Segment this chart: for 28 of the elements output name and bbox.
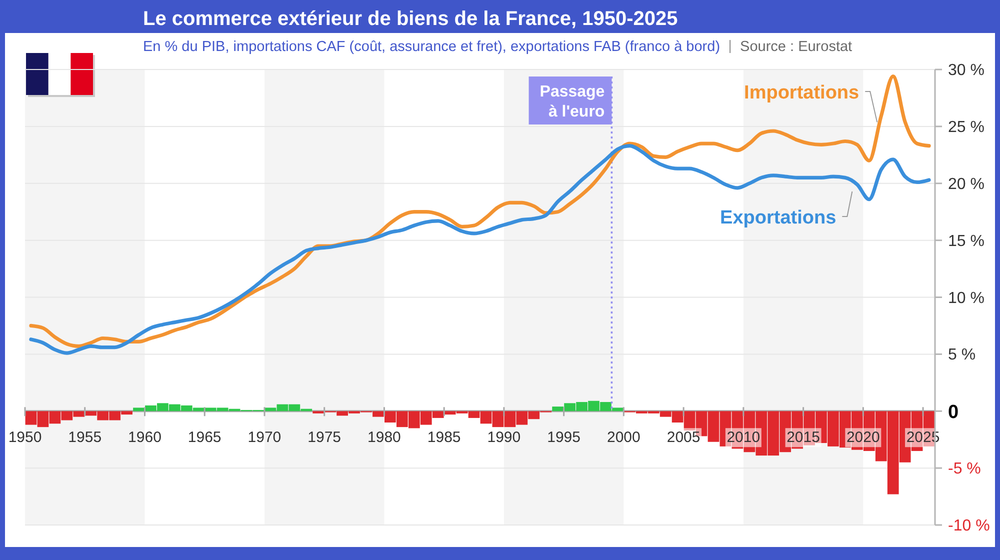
chart-subtitle: En % du PIB, importations CAF (coût, assurance et fret), exportations FAB (franco à bord) (143, 39, 720, 55)
series-label: Exportations (720, 208, 836, 229)
x-tick-label: 1950 (8, 429, 42, 446)
y-tick-label: 10 % (948, 290, 984, 307)
y-tick-label: 30 % (948, 62, 984, 79)
x-tick-label: 1985 (427, 429, 461, 446)
x-tick-label: 1995 (547, 429, 581, 446)
y-tick-label: 25 % (948, 118, 984, 136)
y-tick-label: 0 (948, 402, 959, 424)
y-tick-label: 15 % (948, 232, 984, 250)
x-tick-label: 2000 (606, 429, 640, 446)
x-tick-label: 1960 (128, 429, 162, 446)
x-tick-label: 1965 (188, 429, 222, 446)
line-series (29, 144, 931, 355)
y-tick-label: -10 % (948, 518, 990, 534)
y-tick-label: -5 % (948, 460, 981, 478)
source-note: Source : Eurostat (740, 39, 852, 55)
y-tick-label: 5 % (948, 346, 976, 364)
series-label: Importations (744, 82, 860, 104)
ref-line-label: Passage à l'euro (540, 84, 605, 120)
x-tick-label: 1980 (368, 429, 401, 446)
x-tick-label: 1955 (68, 429, 102, 446)
y-tick-label: 20 % (948, 176, 984, 193)
x-tick-label: 1990 (487, 429, 521, 446)
x-tick-label: 1970 (248, 429, 282, 446)
x-tick-label: 1975 (308, 429, 342, 446)
line-series (29, 74, 931, 348)
chart-title: Le commerce extérieur de biens de la France, 1950-2025 (143, 8, 678, 30)
